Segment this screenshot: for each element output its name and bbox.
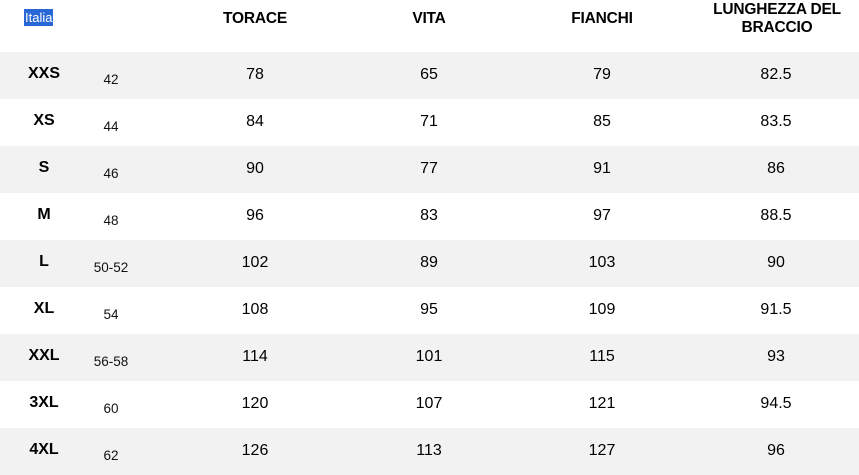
table-row: XL 54 108 95 109 91.5 xyxy=(0,287,859,334)
waist-cell: 71 xyxy=(420,113,438,130)
hips-cell: 85 xyxy=(593,113,611,130)
italian-size-cell: 44 xyxy=(103,119,119,134)
chest-cell: 90 xyxy=(246,160,264,177)
table-row: XXL 56-58 114 101 115 93 xyxy=(0,334,859,381)
waist-cell: 77 xyxy=(420,160,438,177)
chest-cell: 102 xyxy=(241,254,269,271)
hips-cell: 109 xyxy=(588,301,616,318)
waist-cell: 107 xyxy=(415,395,443,412)
table-header-row: Italia TORACE VITA FIANCHI LUNGHEZZA DEL… xyxy=(0,0,859,52)
size-code-cell: S xyxy=(38,159,50,176)
size-code-cell: M xyxy=(37,206,51,223)
italian-size-cell: 56-58 xyxy=(93,354,129,369)
header-waist: VITA xyxy=(412,10,446,27)
italian-size-cell: 50-52 xyxy=(93,260,129,275)
hips-cell: 97 xyxy=(593,207,611,224)
arm-length-cell: 94.5 xyxy=(760,395,792,412)
italian-size-cell: 60 xyxy=(103,401,119,416)
chest-cell: 78 xyxy=(246,66,264,83)
waist-cell: 65 xyxy=(420,66,438,83)
header-arm-length: LUNGHEZZA DEL BRACCIO xyxy=(702,1,852,37)
arm-length-cell: 90 xyxy=(767,254,785,271)
italian-size-cell: 62 xyxy=(103,448,119,463)
arm-length-cell: 88.5 xyxy=(760,207,792,224)
table-row: XS 44 84 71 85 83.5 xyxy=(0,99,859,146)
hips-cell: 103 xyxy=(588,254,616,271)
chest-cell: 108 xyxy=(241,301,269,318)
table-row: L 50-52 102 89 103 90 xyxy=(0,240,859,287)
waist-cell: 113 xyxy=(416,442,442,459)
arm-length-cell: 93 xyxy=(767,348,785,365)
arm-length-cell: 82.5 xyxy=(760,66,792,83)
table-row: XXS 42 78 65 79 82.5 xyxy=(0,52,859,99)
italian-size-cell: 46 xyxy=(103,166,119,181)
hips-cell: 79 xyxy=(593,66,611,83)
header-arm-length-line2: BRACCIO xyxy=(741,19,813,36)
table-row: M 48 96 83 97 88.5 xyxy=(0,193,859,240)
header-hips: FIANCHI xyxy=(571,10,633,27)
chest-cell: 126 xyxy=(241,442,269,459)
italian-size-cell: 54 xyxy=(103,307,119,322)
chest-cell: 120 xyxy=(241,395,269,412)
italian-size-cell: 42 xyxy=(103,72,119,87)
arm-length-cell: 91.5 xyxy=(760,301,792,318)
chest-cell: 84 xyxy=(246,113,264,130)
table-row: 3XL 60 120 107 121 94.5 xyxy=(0,381,859,428)
waist-cell: 95 xyxy=(420,301,438,318)
size-code-cell: 4XL xyxy=(29,441,59,458)
hips-cell: 115 xyxy=(589,348,615,365)
waist-cell: 83 xyxy=(420,207,438,224)
size-code-cell: L xyxy=(39,253,49,270)
arm-length-cell: 83.5 xyxy=(760,113,792,130)
hips-cell: 121 xyxy=(588,395,616,412)
hips-cell: 127 xyxy=(588,442,616,459)
arm-length-cell: 86 xyxy=(767,160,785,177)
arm-length-cell: 96 xyxy=(767,442,785,459)
italian-size-cell: 48 xyxy=(103,213,119,228)
region-label[interactable]: Italia xyxy=(24,9,54,26)
size-code-cell: XS xyxy=(33,112,55,129)
size-code-cell: XXS xyxy=(27,65,60,82)
size-code-cell: XXL xyxy=(28,347,60,364)
size-code-cell: XL xyxy=(33,300,55,317)
chest-cell: 114 xyxy=(242,348,268,365)
waist-cell: 101 xyxy=(415,348,443,365)
chest-cell: 96 xyxy=(246,207,264,224)
header-arm-length-line1: LUNGHEZZA DEL xyxy=(713,1,841,18)
table-row: 4XL 62 126 113 127 96 xyxy=(0,428,859,475)
hips-cell: 91 xyxy=(593,160,611,177)
size-code-cell: 3XL xyxy=(29,394,59,411)
table-row: S 46 90 77 91 86 xyxy=(0,146,859,193)
header-chest: TORACE xyxy=(223,10,287,27)
waist-cell: 89 xyxy=(420,254,438,271)
